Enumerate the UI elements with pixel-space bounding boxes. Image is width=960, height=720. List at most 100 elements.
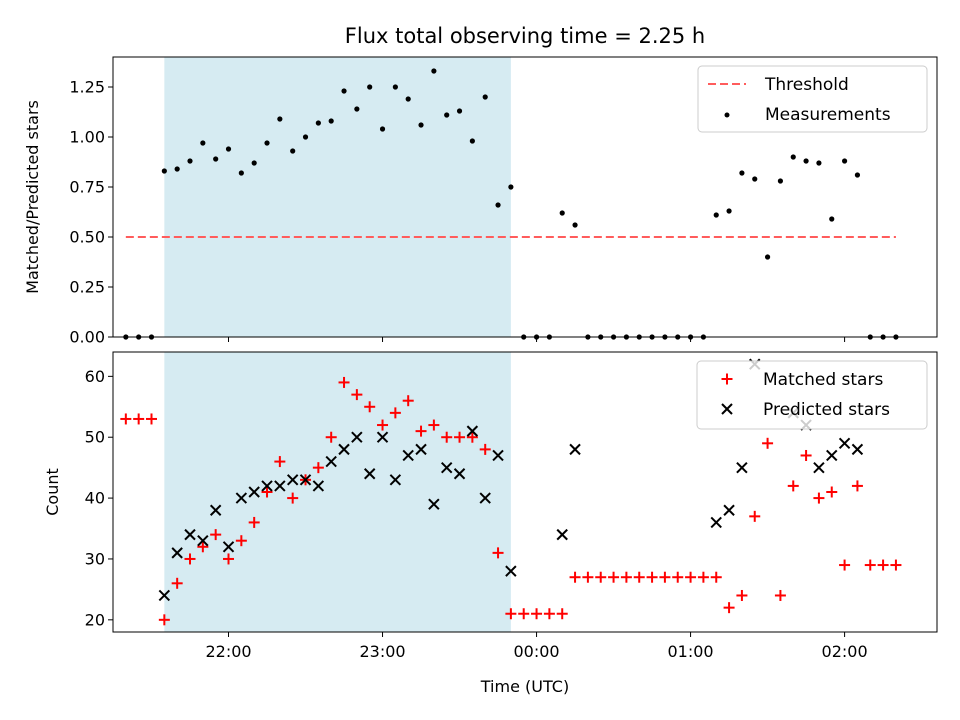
y-tick-label: 0.75 — [69, 178, 105, 197]
x-tick-label: 01:00 — [668, 642, 714, 661]
measurement-point — [444, 112, 450, 118]
predicted-star-point — [505, 565, 517, 577]
cross-stroke — [710, 516, 722, 529]
legend-predicted-label: Predicted stars — [763, 400, 890, 420]
y-tick-label: 40 — [85, 489, 105, 508]
x-tick-label: 02:00 — [822, 642, 868, 661]
cross-stroke — [235, 492, 248, 504]
matched-star-point — [774, 589, 786, 601]
matched-star-point — [325, 431, 337, 443]
measurement-point — [302, 134, 309, 140]
cross-stroke — [466, 425, 479, 437]
matched-star-point — [839, 559, 851, 571]
measurement-point — [225, 146, 232, 152]
cross-stroke — [325, 455, 337, 468]
measurement-point — [829, 216, 835, 222]
x-tick-label: 00:00 — [513, 642, 559, 661]
predicted-star-point — [248, 486, 260, 498]
predicted-star-point — [736, 461, 748, 474]
measurement-point — [752, 176, 758, 182]
cross-stroke — [351, 431, 363, 443]
ratio-axes-frame — [112, 56, 938, 338]
cross-stroke — [569, 443, 581, 456]
predicted-star-point — [312, 480, 325, 492]
matched-star-point — [685, 571, 697, 583]
matched-star-point — [749, 510, 761, 522]
predicted-star-point — [441, 461, 453, 474]
cross-stroke — [389, 474, 402, 486]
predicted-star-point — [479, 492, 491, 504]
predicted-star-point — [402, 449, 414, 462]
cross-stroke — [838, 437, 851, 450]
count-axes-frame — [112, 351, 938, 633]
matched-star-point — [415, 425, 427, 437]
legend-threshold-label: Threshold — [764, 75, 849, 95]
measurement-point — [854, 172, 861, 178]
measurement-point — [174, 166, 180, 172]
cross-stroke — [209, 504, 222, 516]
measurement-point — [161, 168, 167, 174]
measurement-point — [739, 170, 745, 176]
matched-star-point — [312, 462, 324, 474]
predicted-star-point — [363, 468, 376, 480]
predicted-star-point — [556, 528, 568, 541]
predicted-star-point — [466, 425, 479, 437]
measurement-point — [341, 88, 347, 94]
matched-star-point — [710, 571, 722, 583]
matched-star-point — [826, 486, 838, 498]
measurement-point — [456, 108, 463, 114]
matched-star-point — [556, 608, 568, 620]
predicted-star-point — [338, 443, 350, 456]
matched-star-point — [569, 571, 581, 583]
measurement-point — [354, 106, 360, 112]
measurement-point — [764, 254, 771, 260]
predicted-star-point — [813, 461, 825, 474]
predicted-star-point — [286, 474, 299, 486]
ratio-panel: 0.00 0.25 0.50 0.75 1.00 1.25 Matched/Predict… — [23, 56, 938, 347]
y-tick-label: 0.00 — [69, 328, 105, 347]
measurement-point — [367, 84, 373, 90]
matched-star-point — [595, 571, 607, 583]
observing-span-shade — [164, 57, 511, 337]
matched-star-point — [274, 456, 286, 468]
ratio-legend-box — [697, 65, 928, 133]
matched-star-point — [171, 577, 183, 589]
matched-star-point — [377, 419, 389, 431]
x-tick-label: 23:00 — [359, 642, 405, 661]
measurement-point — [392, 84, 398, 90]
matched-star-point — [672, 571, 684, 583]
matched-star-point — [787, 480, 799, 492]
x-axis-label: Time (UTC) — [480, 677, 569, 696]
predicted-star-point — [299, 474, 312, 486]
cross-stroke — [299, 474, 312, 486]
cross-stroke — [492, 449, 504, 462]
y-tick-label: 1.25 — [69, 78, 105, 97]
matched-star-point — [531, 608, 543, 620]
matched-star-point — [659, 571, 671, 583]
measurement-point — [213, 156, 219, 162]
y-tick-label: 60 — [85, 367, 105, 386]
count-y-axis-label: Count — [43, 468, 62, 516]
cross-stroke — [286, 474, 299, 486]
measurement-point — [277, 116, 283, 122]
count-x-ticks: 22:00 23:00 00:00 01:00 02:00 — [205, 632, 868, 661]
predicted-star-point — [569, 443, 581, 456]
legend-cross-marker — [721, 403, 733, 415]
measurement-point — [508, 184, 514, 190]
cross-stroke — [813, 461, 825, 474]
matched-star-point — [364, 401, 376, 413]
matched-star-point — [261, 486, 273, 498]
measurement-point — [379, 126, 386, 132]
cross-stroke — [428, 498, 440, 510]
matched-star-point — [454, 431, 466, 443]
predicted-star-point — [415, 443, 427, 456]
matched-star-point — [877, 559, 889, 571]
cross-stroke — [479, 492, 491, 504]
legend-matched-swatch — [721, 373, 733, 385]
matched-star-point — [505, 608, 517, 620]
cross-stroke — [721, 403, 733, 415]
measurement-point — [572, 222, 578, 228]
predicted-star-point — [826, 449, 838, 462]
matched-star-point — [184, 553, 196, 565]
y-tick-label: 1.00 — [69, 128, 105, 147]
